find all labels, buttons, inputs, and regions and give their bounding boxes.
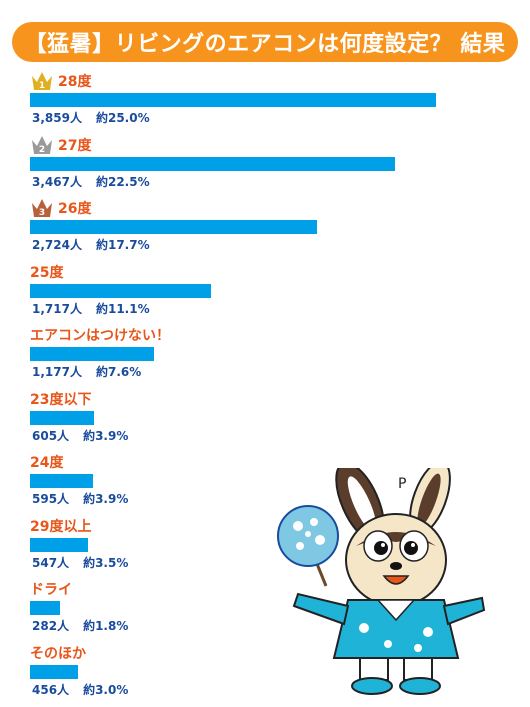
count-label: 282人 bbox=[32, 619, 70, 633]
category-label: 25度 bbox=[30, 264, 64, 281]
bar-row: 2 27度 3,467人 約22.5% bbox=[30, 134, 490, 196]
category-label-group: 29度以上 bbox=[30, 515, 91, 537]
bar bbox=[30, 347, 154, 361]
category-label-group: 2 27度 bbox=[30, 134, 91, 156]
category-label: ドライ bbox=[30, 582, 72, 598]
bar-stats: 1,717人 約11.1% bbox=[32, 300, 150, 317]
crown-gold-1-icon: 1 bbox=[32, 72, 52, 91]
percent-label: 約1.8% bbox=[83, 619, 129, 633]
percent-label: 約3.0% bbox=[83, 682, 129, 697]
category-label: そのほか bbox=[30, 645, 86, 662]
percent-label: 約3.5% bbox=[83, 555, 129, 570]
category-label: 29度以上 bbox=[30, 518, 92, 535]
bar bbox=[30, 156, 395, 171]
crown-bronze-3-icon: 3 bbox=[32, 199, 52, 218]
bar-row: 1 28度 3,859人 約25.0% bbox=[30, 70, 490, 132]
category-label-group: 1 28度 bbox=[30, 70, 91, 92]
bar-stats: 3,859人 約25.0% bbox=[32, 109, 150, 126]
bar bbox=[30, 410, 94, 425]
category-label: 26度 bbox=[58, 201, 92, 217]
title-bar: 【猛暑】リビングのエアコンは何度設定？ 結果 bbox=[12, 22, 518, 62]
bar-row: そのほか 456人 約3.0% bbox=[30, 642, 490, 704]
category-label: 23度以下 bbox=[30, 391, 92, 408]
count-label: 1,177人 bbox=[32, 365, 82, 379]
bar-stats: 282人 約1.8% bbox=[32, 617, 128, 634]
rabbit-legs bbox=[351, 657, 441, 695]
percent-label: 約22.5% bbox=[95, 174, 150, 189]
percent-label: 約3.9% bbox=[83, 428, 129, 443]
category-label-group: エアコンはつけない！ bbox=[30, 324, 170, 346]
category-label-group: 3 26度 bbox=[30, 197, 91, 219]
bar bbox=[30, 601, 60, 615]
bar bbox=[30, 220, 317, 234]
count-label: 547人 bbox=[32, 555, 70, 570]
bar bbox=[30, 474, 93, 488]
bar-stats: 456人 約3.0% bbox=[32, 681, 128, 698]
bar-stats: 3,467人 約22.5% bbox=[32, 173, 150, 190]
percent-label: 約7.6% bbox=[95, 365, 142, 379]
bar bbox=[30, 664, 78, 679]
bar-row: 3 26度 2,724人 約17.7% bbox=[30, 197, 490, 259]
count-label: 3,859人 bbox=[32, 111, 82, 125]
percent-label: 約3.9% bbox=[83, 492, 129, 506]
percent-label: 約11.1% bbox=[95, 301, 150, 316]
category-label: 27度 bbox=[58, 137, 92, 154]
bar-stats: 605人 約3.9% bbox=[32, 427, 128, 444]
bar-row: エアコンはつけない！ 1,177人 約7.6% bbox=[30, 324, 490, 386]
percent-label: 約17.7% bbox=[95, 238, 150, 252]
category-label-group: そのほか bbox=[30, 642, 86, 664]
rabbit-mascot-with-fan: P bbox=[277, 468, 486, 695]
bar-row: ドライ 282人 約1.8% bbox=[30, 578, 490, 640]
crown-silver-2-icon: 2 bbox=[32, 135, 52, 155]
bar-stats: 1,177人 約7.6% bbox=[32, 363, 141, 380]
count-label: 1,717人 bbox=[32, 301, 82, 316]
count-label: 605人 bbox=[32, 428, 70, 443]
rank-number: 3 bbox=[39, 208, 45, 218]
bar-row: 23度以下 605人 約3.9% bbox=[30, 388, 490, 450]
bar bbox=[30, 283, 211, 298]
bar-row: 24度 595人 約3.9% bbox=[30, 451, 490, 513]
bar-row: 29度以上 547人 約3.5% bbox=[30, 515, 490, 577]
rank-number: 1 bbox=[39, 81, 45, 91]
rank-number: 2 bbox=[39, 145, 45, 155]
bar-stats: 595人 約3.9% bbox=[32, 490, 128, 507]
count-label: 3,467人 bbox=[32, 174, 82, 189]
category-label: 24度 bbox=[30, 455, 64, 471]
bar-row: 25度 1,717人 約11.1% bbox=[30, 261, 490, 323]
aloha-shirt bbox=[292, 592, 486, 659]
chart-title: 【猛暑】リビングのエアコンは何度設定？ 結果 bbox=[24, 32, 506, 57]
count-label: 456人 bbox=[32, 682, 70, 697]
category-label: 28度 bbox=[58, 74, 92, 90]
count-label: 595人 bbox=[32, 492, 70, 506]
hand-fan-icon bbox=[277, 505, 339, 587]
category-label-group: 24度 bbox=[30, 451, 63, 473]
svg-text:P: P bbox=[398, 476, 406, 492]
bar-stats: 547人 約3.5% bbox=[32, 554, 128, 571]
category-label-group: ドライ bbox=[30, 578, 72, 600]
count-label: 2,724人 bbox=[32, 238, 82, 252]
bar bbox=[30, 537, 88, 552]
percent-label: 約25.0% bbox=[95, 111, 150, 125]
rabbit-head: P bbox=[345, 476, 447, 607]
bar bbox=[30, 93, 436, 107]
category-label: エアコンはつけない！ bbox=[30, 328, 170, 344]
category-label-group: 25度 bbox=[30, 261, 63, 283]
category-label-group: 23度以下 bbox=[30, 388, 91, 410]
bar-stats: 2,724人 約17.7% bbox=[32, 236, 150, 253]
